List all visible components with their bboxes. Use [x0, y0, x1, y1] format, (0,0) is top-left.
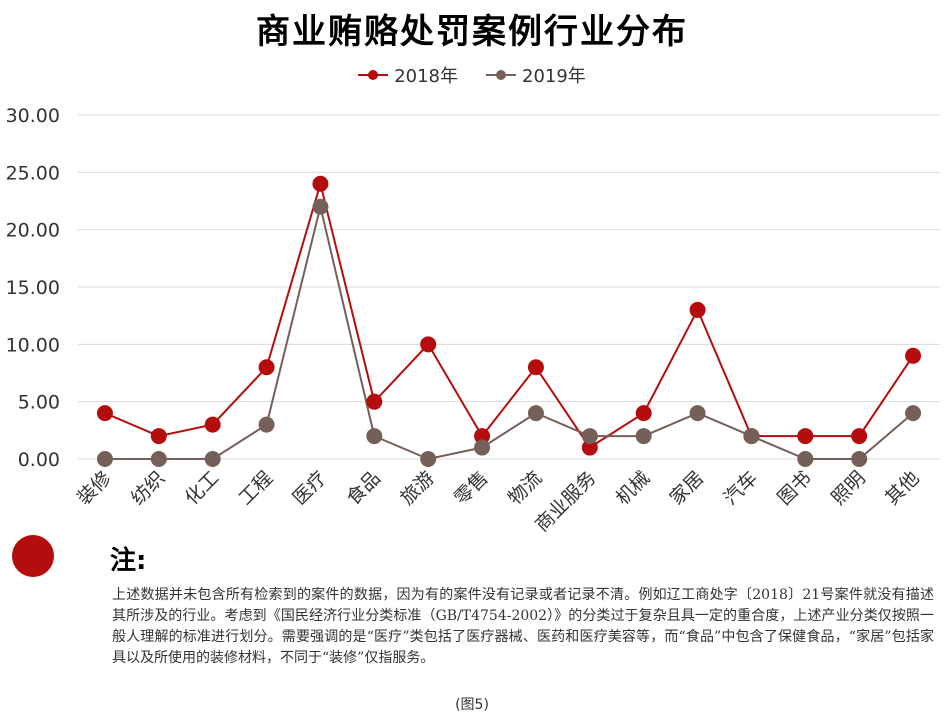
data-point-s0-5: [366, 393, 383, 410]
line-chart: 0.00 5.00 10.00 15.00 20.00 25.00 30.00 装修 纺织 化工工…: [6, 105, 940, 536]
x-tick-label-15: 其他: [881, 467, 923, 509]
figure-label: (图5): [455, 697, 489, 713]
data-point-s1-8: [527, 405, 544, 422]
y-tick-label: 10.00: [6, 334, 60, 356]
chart-title: 商业贿赂处罚案例行业分布: [256, 12, 688, 52]
x-tick-label-5: 食品: [342, 467, 384, 509]
x-tick-label-7: 零售: [450, 467, 492, 509]
data-point-s0-1: [150, 428, 167, 445]
x-tick-label-3: 工程: [235, 467, 277, 509]
data-point-s1-11: [689, 405, 706, 422]
legend-label-2018: 2018年: [394, 66, 458, 87]
data-point-s0-4: [312, 175, 329, 192]
series-line-0: [104, 179, 914, 449]
x-tick-label-0: 装修: [73, 467, 115, 509]
legend-item-2019: 2019年: [486, 62, 586, 88]
note-text: 上述数据并未包含所有检索到的案件的数据，因为有的案件没有记录或者记录不清。例如辽…: [112, 587, 934, 666]
data-point-s1-6: [420, 451, 437, 467]
legend-swatch-2019: [486, 69, 516, 81]
y-tick-label: 20.00: [6, 220, 60, 242]
data-point-s0-7: [474, 428, 491, 445]
note-heading: 注:: [110, 546, 147, 576]
data-point-s0-2: [204, 416, 221, 433]
data-point-s1-7: [474, 439, 491, 456]
y-tick-label: 25.00: [6, 162, 60, 184]
series-line-1: [104, 206, 914, 461]
x-tick-label-13: 图书: [773, 467, 815, 509]
legend-item-2018: 2018年: [358, 62, 458, 88]
x-tick-label-1: 纺织: [127, 467, 169, 509]
data-point-s0-0: [96, 405, 113, 422]
x-tick-label-9: 商业服务: [531, 467, 600, 536]
data-point-s1-4: [312, 198, 329, 215]
legend-label-2019: 2019年: [522, 66, 586, 87]
data-point-s1-5: [366, 428, 383, 445]
y-tick-label: 30.00: [6, 105, 60, 127]
x-tick-label-12: 汽车: [720, 467, 762, 509]
data-point-s0-14: [851, 428, 868, 445]
data-point-s0-8: [527, 359, 544, 376]
data-point-s1-13: [797, 451, 814, 467]
x-tick-label-14: 照明: [827, 467, 869, 509]
data-point-s0-13: [797, 428, 814, 445]
y-tick-label: 15.00: [6, 277, 60, 299]
note-bullet-icon: [12, 535, 54, 577]
data-point-s0-15: [905, 347, 922, 364]
x-tick-label-11: 家居: [666, 467, 708, 509]
data-point-s1-2: [204, 451, 221, 467]
data-point-s0-9: [581, 439, 598, 456]
data-point-s0-10: [635, 405, 652, 422]
x-tick-label-2: 化工: [181, 467, 223, 509]
data-point-s1-0: [96, 451, 113, 467]
data-point-s1-14: [851, 451, 868, 467]
data-point-s0-6: [420, 336, 437, 353]
data-point-s1-12: [743, 428, 760, 445]
data-point-s1-10: [635, 428, 652, 445]
data-point-s1-1: [150, 451, 167, 467]
data-point-s1-15: [905, 405, 922, 422]
data-point-s1-9: [581, 428, 598, 445]
data-point-s0-3: [258, 359, 275, 376]
data-point-s0-11: [689, 301, 706, 318]
y-tick-label: 0.00: [18, 449, 60, 471]
data-point-s1-3: [258, 416, 275, 433]
x-tick-label-10: 机械: [612, 467, 654, 509]
chart-legend: 2018年 2019年: [0, 62, 944, 88]
y-tick-label: 5.00: [18, 392, 60, 414]
x-tick-label-8: 物流: [504, 467, 546, 509]
x-tick-label-6: 旅游: [396, 467, 438, 509]
legend-swatch-2018: [358, 69, 389, 81]
x-tick-label-4: 医疗: [289, 467, 331, 509]
